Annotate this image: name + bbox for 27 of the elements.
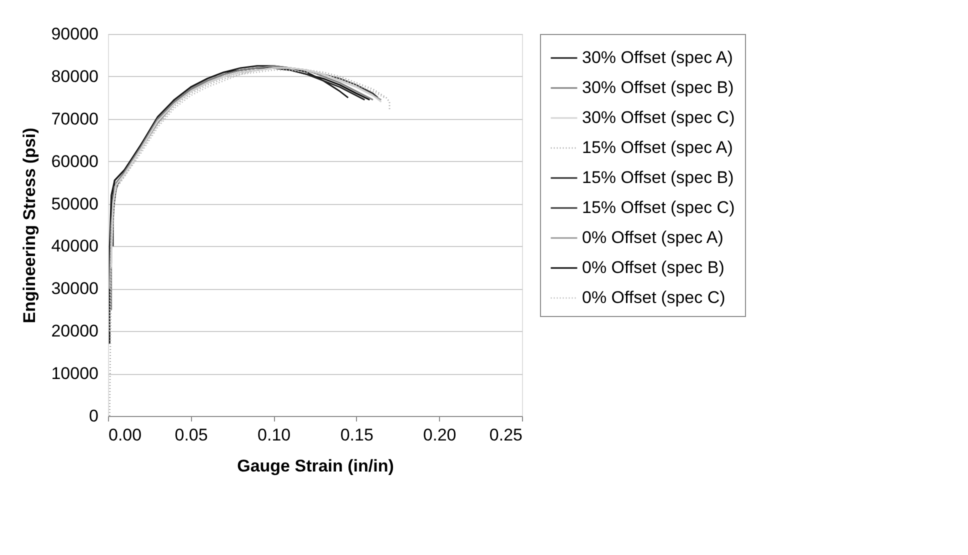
y-tick-label: 60000	[51, 152, 98, 171]
y-axis-title: Engineering Stress (psi)	[20, 128, 40, 324]
legend-label: 30% Offset (spec B)	[582, 78, 734, 97]
legend-label: 15% Offset (spec A)	[582, 138, 733, 157]
y-tick-label: 80000	[51, 66, 98, 86]
y-tick-label: 10000	[51, 364, 98, 384]
y-tick-label: 50000	[51, 194, 98, 214]
y-tick-label: 90000	[51, 24, 98, 44]
legend-label: 0% Offset (spec C)	[582, 288, 726, 307]
x-tick-label: 0.15	[340, 426, 374, 444]
x-tick-label: 0.20	[423, 426, 456, 444]
legend-label: 0% Offset (spec A)	[582, 228, 724, 247]
x-axis-title: Gauge Strain (in/in)	[237, 456, 394, 476]
x-tick-label: 0.10	[258, 426, 291, 444]
x-tick-label: 0.25	[489, 426, 522, 444]
legend-label: 30% Offset (spec A)	[582, 48, 733, 67]
y-tick-label: 40000	[51, 236, 98, 256]
legend-label: 0% Offset (spec B)	[582, 258, 724, 277]
legend-label: 30% Offset (spec C)	[582, 108, 735, 127]
legend-label: 15% Offset (spec C)	[582, 198, 735, 217]
y-tick-label: 70000	[51, 109, 98, 128]
y-tick-label: 0	[89, 406, 98, 426]
y-tick-label: 20000	[51, 322, 98, 341]
x-tick-label: 0.00	[108, 426, 142, 444]
legend-label: 15% Offset (spec B)	[582, 168, 734, 187]
x-tick-label: 0.05	[174, 426, 208, 444]
y-tick-label: 30000	[51, 279, 98, 298]
